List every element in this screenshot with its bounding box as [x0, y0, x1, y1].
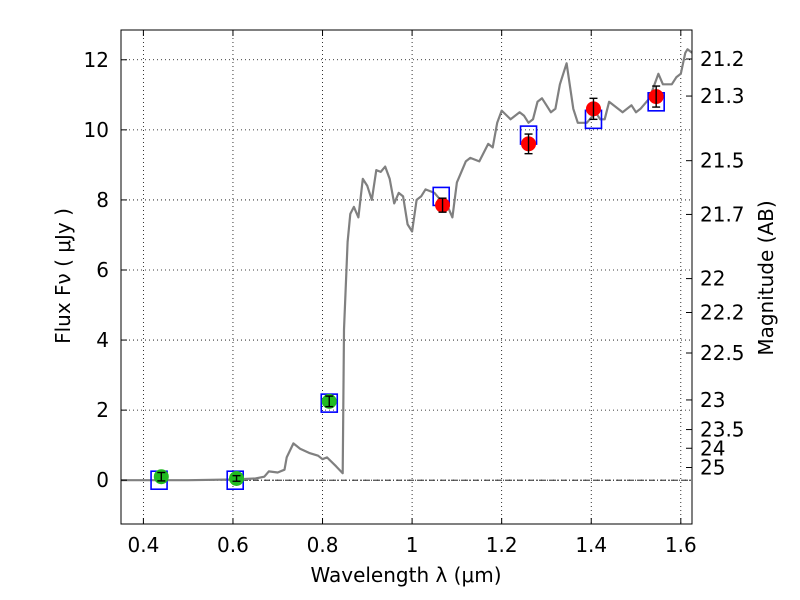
x-tick-label: 0.6 — [217, 533, 249, 557]
y-tick-label: 0 — [96, 468, 109, 492]
x-tick-label: 0.4 — [127, 533, 159, 557]
magnitude-tick-label: 24 — [700, 436, 725, 460]
magnitude-tick-label: 22.5 — [700, 341, 745, 365]
y-tick-label: 2 — [96, 398, 109, 422]
magnitude-axis-title: Magnitude (AB) — [754, 200, 778, 355]
x-axis-ticks: 0.4 0.6 0.8 1 1.2 1.4 1.6 — [127, 30, 697, 557]
grid — [121, 30, 692, 524]
x-tick-label: 1.4 — [575, 533, 607, 557]
y-tick-label: 6 — [96, 258, 109, 282]
magnitude-tick-label: 25 — [700, 455, 725, 479]
spectrum-line — [121, 48, 693, 482]
y-axis-title: Flux Fν ( μJy ) — [51, 208, 75, 344]
magnitude-tick-label: 23.5 — [700, 418, 745, 442]
magnitude-tick-label: 21.5 — [700, 149, 745, 173]
x-tick-label: 1.2 — [486, 533, 518, 557]
x-tick-label: 1 — [406, 533, 419, 557]
y-tick-label: 12 — [84, 48, 109, 72]
magnitude-tick-label: 22.2 — [700, 301, 745, 325]
y-tick-label: 4 — [96, 328, 109, 352]
photometry-points — [150, 85, 665, 491]
magnitude-tick-label: 21.7 — [700, 202, 745, 226]
x-tick-label: 0.8 — [307, 533, 339, 557]
y-tick-label: 8 — [96, 188, 109, 212]
magnitude-tick-label: 23 — [700, 388, 725, 412]
y-axis-ticks: 0 2 4 6 8 10 12 — [84, 48, 127, 492]
model-spectrum — [121, 48, 693, 482]
y-tick-label: 10 — [84, 118, 109, 142]
x-tick-label: 1.6 — [665, 533, 697, 557]
plot-frame — [120, 29, 693, 525]
magnitude-tick-label: 22 — [700, 267, 725, 291]
magnitude-tick-label: 21.2 — [700, 47, 745, 71]
magnitude-tick-label: 21.3 — [700, 84, 745, 108]
x-axis-title: Wavelength λ (μm) — [310, 563, 501, 587]
